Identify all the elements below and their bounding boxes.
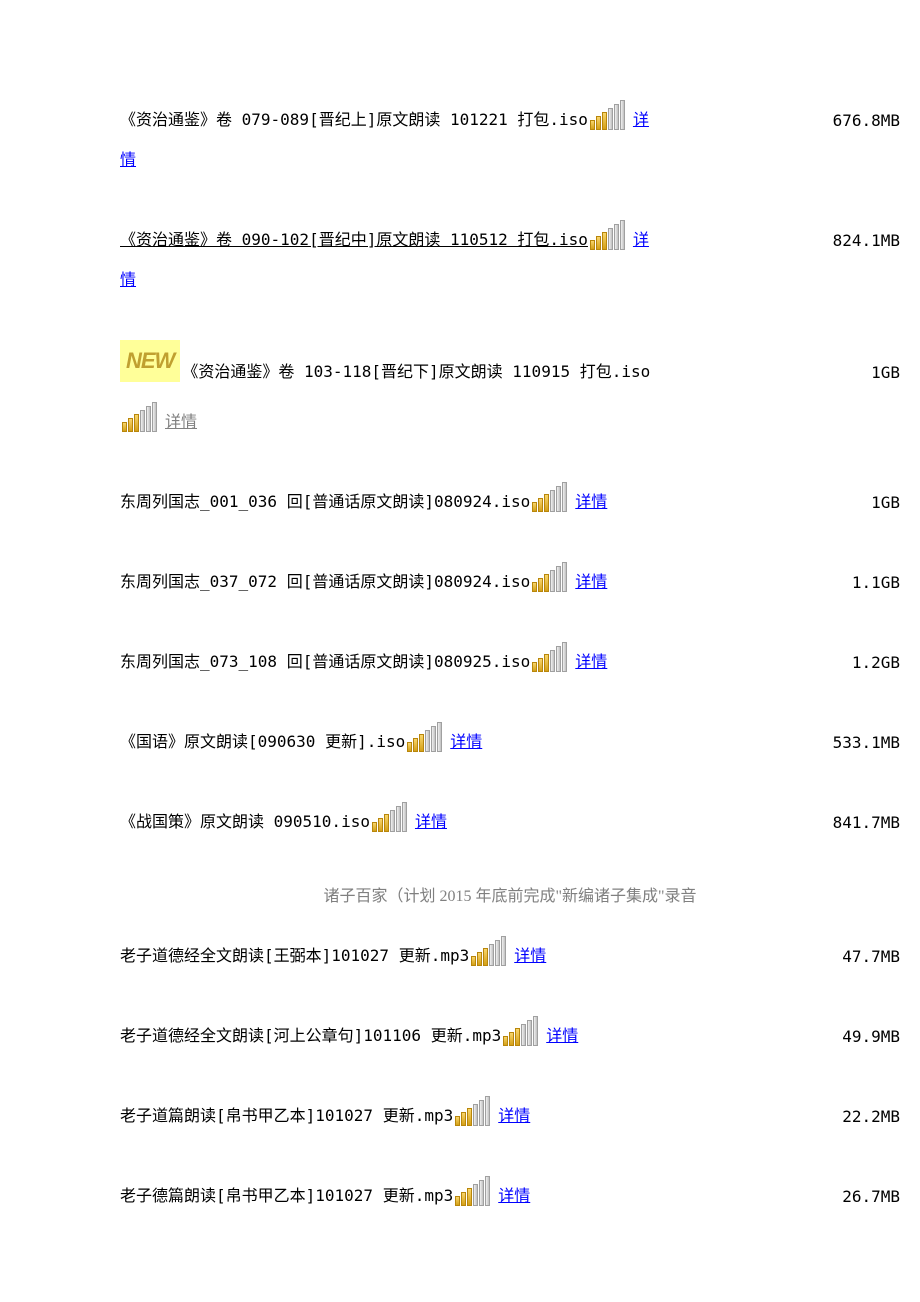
signal-strength-icon [455, 1096, 490, 1126]
file-row: 老子道德经全文朗读[河上公章句]101106 更新.mp3 详情 49.9MB [120, 1016, 900, 1046]
file-name: 《资治通鉴》卷 103-118[晋纪下]原文朗读 110915 打包.iso [182, 358, 650, 382]
file-size: 49.9MB [832, 1027, 900, 1046]
details-link[interactable]: 详情 [575, 648, 607, 672]
file-name: 《战国策》原文朗读 090510.iso [120, 808, 370, 832]
file-size: 1.1GB [842, 573, 900, 592]
file-size: 841.7MB [823, 813, 900, 832]
file-size: 1.2GB [842, 653, 900, 672]
file-name: 东周列国志_037_072 回[普通话原文朗读]080924.iso [120, 568, 530, 592]
section-header: 诸子百家（计划 2015 年底前完成"新编诸子集成"录音 [120, 882, 900, 906]
file-size: 22.2MB [832, 1107, 900, 1126]
signal-strength-icon [590, 100, 625, 130]
file-size: 1GB [861, 363, 900, 382]
signal-strength-icon [532, 482, 567, 512]
details-link[interactable]: 详情 [575, 488, 607, 512]
file-name: 《资治通鉴》卷 079-089[晋纪上]原文朗读 101221 打包.iso [120, 106, 588, 130]
file-row: 东周列国志_037_072 回[普通话原文朗读]080924.iso 详情 1.1G… [120, 562, 900, 592]
signal-strength-icon [407, 722, 442, 752]
details-link[interactable]: 详情 [165, 408, 197, 432]
file-size: 26.7MB [832, 1187, 900, 1206]
details-link[interactable]: 详情 [514, 942, 546, 966]
new-badge: NEW [120, 340, 180, 382]
signal-strength-icon [532, 562, 567, 592]
signal-strength-icon [455, 1176, 490, 1206]
file-row: 东周列国志_073_108 回[普通话原文朗读]080925.iso 详情 1.2G… [120, 642, 900, 672]
file-size: 47.7MB [832, 947, 900, 966]
details-link[interactable]: 详 [633, 106, 649, 130]
file-size: 533.1MB [823, 733, 900, 752]
file-row: 《战国策》原文朗读 090510.iso 详情 841.7MB [120, 802, 900, 832]
file-name: 老子道篇朗读[帛书甲乙本]101027 更新.mp3 [120, 1102, 453, 1126]
signal-strength-icon [590, 220, 625, 250]
file-row: 老子德篇朗读[帛书甲乙本]101027 更新.mp3 详情 26.7MB [120, 1176, 900, 1206]
details-link[interactable]: 详 [633, 226, 649, 250]
file-row: 《国语》原文朗读[090630 更新].iso 详情 533.1MB [120, 722, 900, 752]
file-size: 1GB [861, 493, 900, 512]
file-size: 824.1MB [823, 231, 900, 250]
file-row: 《资治通鉴》卷 079-089[晋纪上]原文朗读 101221 打包.iso 详 6… [120, 100, 900, 170]
file-name: 东周列国志_073_108 回[普通话原文朗读]080925.iso [120, 648, 530, 672]
file-row: NEW《资治通鉴》卷 103-118[晋纪下]原文朗读 110915 打包.is… [120, 340, 900, 432]
details-link-continued[interactable]: 情 [120, 266, 900, 290]
file-name: 老子道德经全文朗读[王弼本]101027 更新.mp3 [120, 942, 469, 966]
file-row: 《资治通鉴》卷 090-102[晋纪中]原文朗读 110512 打包.iso 详 8… [120, 220, 900, 290]
file-name: 老子道德经全文朗读[河上公章句]101106 更新.mp3 [120, 1022, 501, 1046]
file-name[interactable]: 《资治通鉴》卷 090-102[晋纪中]原文朗读 110512 打包.iso [120, 226, 588, 250]
details-link[interactable]: 详情 [546, 1022, 578, 1046]
file-row: 东周列国志_001_036 回[普通话原文朗读]080924.iso 详情 1GB [120, 482, 900, 512]
file-name: 东周列国志_001_036 回[普通话原文朗读]080924.iso [120, 488, 530, 512]
file-name: 老子德篇朗读[帛书甲乙本]101027 更新.mp3 [120, 1182, 453, 1206]
signal-strength-icon [471, 936, 506, 966]
details-link[interactable]: 详情 [498, 1102, 530, 1126]
signal-strength-icon [532, 642, 567, 672]
details-link[interactable]: 详情 [575, 568, 607, 592]
signal-strength-icon [122, 402, 157, 432]
file-size: 676.8MB [823, 111, 900, 130]
signal-strength-icon [372, 802, 407, 832]
file-row: 老子道德经全文朗读[王弼本]101027 更新.mp3 详情 47.7MB [120, 936, 900, 966]
details-link-continued[interactable]: 情 [120, 146, 900, 170]
details-link[interactable]: 详情 [415, 808, 447, 832]
file-row: 老子道篇朗读[帛书甲乙本]101027 更新.mp3 详情 22.2MB [120, 1096, 900, 1126]
file-name: 《国语》原文朗读[090630 更新].iso [120, 728, 405, 752]
details-link[interactable]: 详情 [450, 728, 482, 752]
details-link[interactable]: 详情 [498, 1182, 530, 1206]
signal-strength-icon [503, 1016, 538, 1046]
